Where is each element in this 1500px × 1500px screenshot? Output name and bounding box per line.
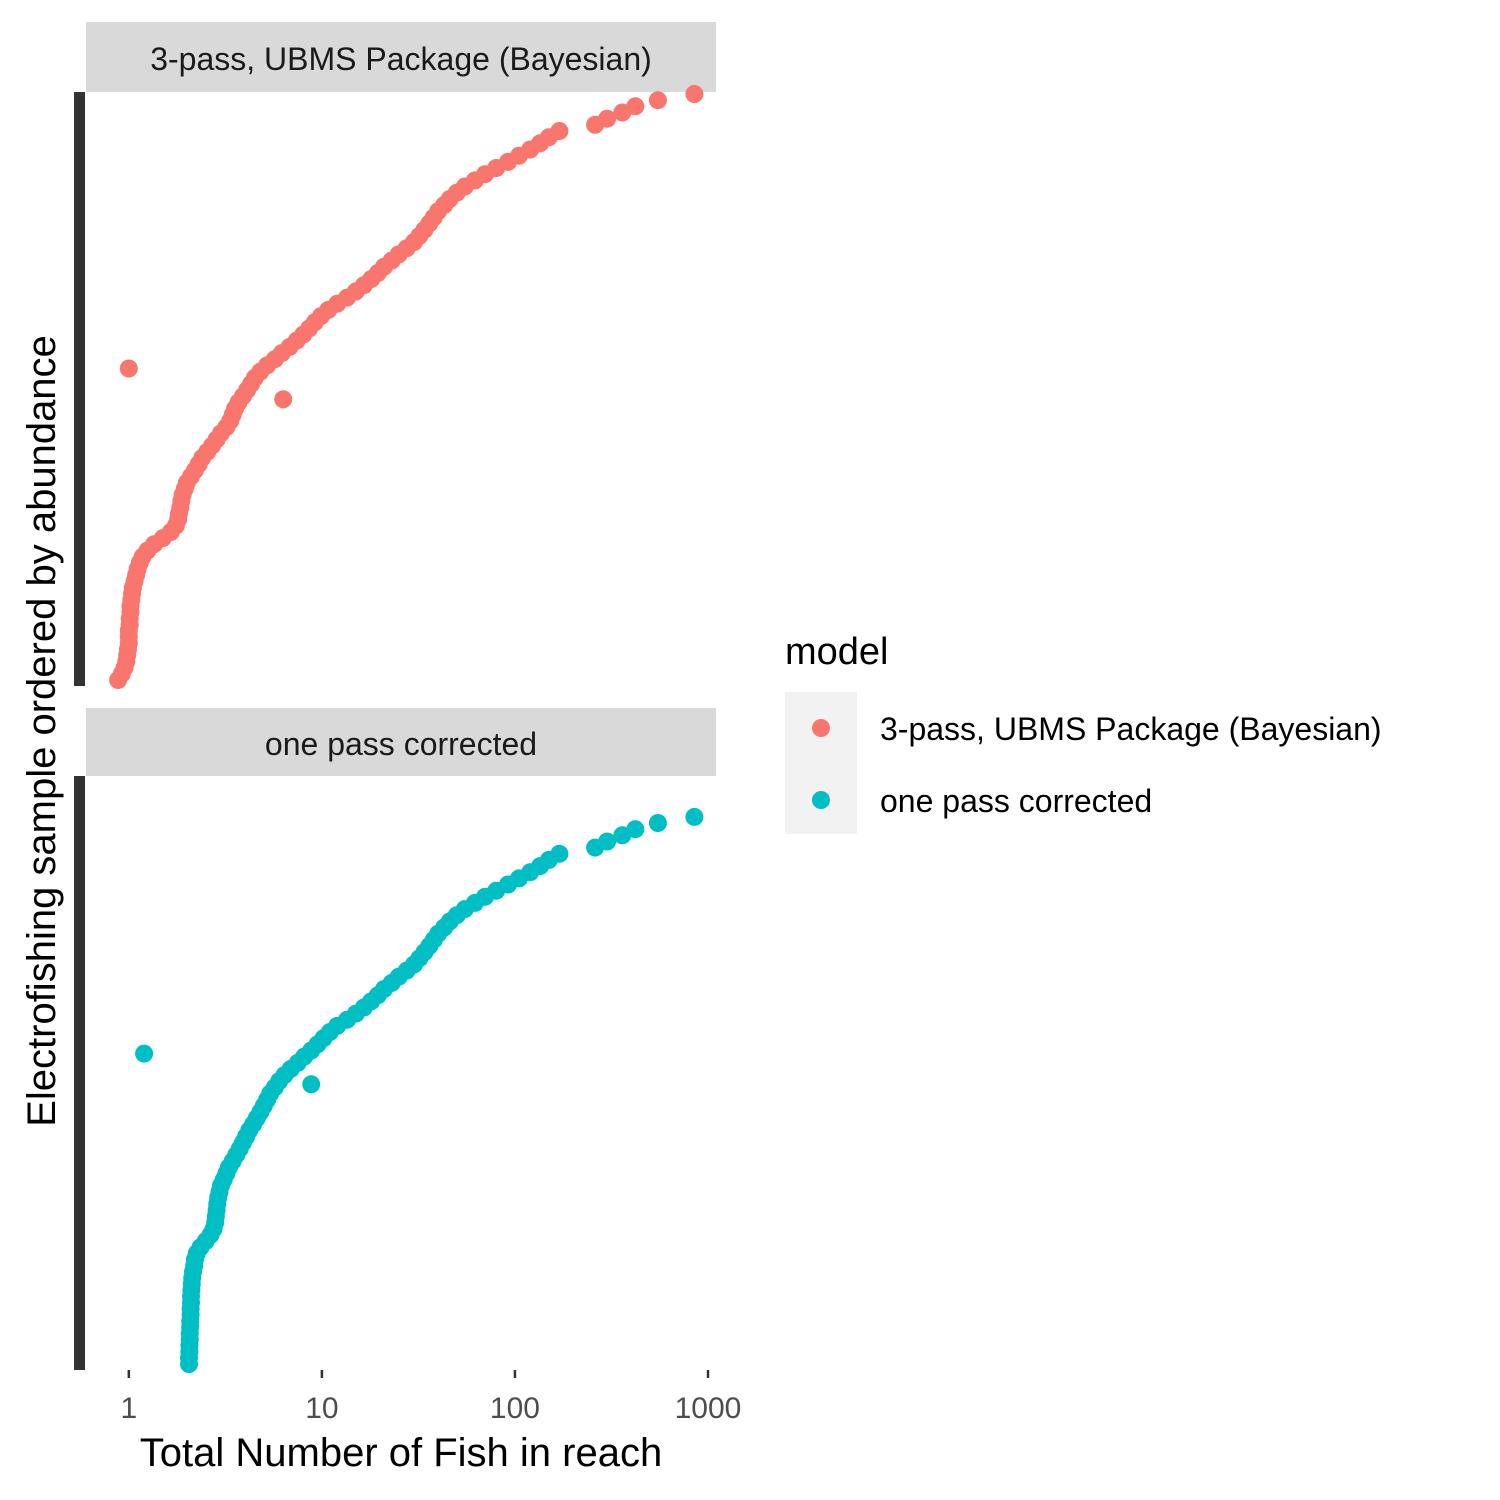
facet-strip-2: one pass corrected bbox=[86, 708, 716, 776]
x-tick-label-100: 100 bbox=[490, 1392, 540, 1425]
data-point-facet-2-88 bbox=[648, 814, 667, 832]
facet-strip-2-label: one pass corrected bbox=[265, 726, 537, 762]
x-tick-label-1: 1 bbox=[120, 1392, 137, 1425]
facet-strip-1-label: 3-pass, UBMS Package (Bayesian) bbox=[150, 41, 652, 77]
facet-panel-1 bbox=[109, 85, 704, 689]
legend-title: model bbox=[785, 631, 889, 673]
data-point-facet-1-91 bbox=[598, 109, 617, 128]
y-axis-title: Electrofishing sample ordered by abundan… bbox=[20, 335, 64, 1127]
y-axis-line-panel-2 bbox=[74, 776, 85, 1370]
legend-key-one-pass bbox=[812, 791, 830, 809]
x-tick-label-10: 10 bbox=[305, 1392, 338, 1425]
data-point-facet-1-96 bbox=[119, 359, 138, 378]
y-axis-line-panel-1 bbox=[74, 92, 85, 686]
legend-label-3-pass: 3-pass, UBMS Package (Bayesian) bbox=[880, 711, 1382, 747]
facet-strip-1-background bbox=[86, 22, 716, 92]
data-point-facet-1-89 bbox=[550, 122, 569, 140]
data-point-facet-2-87 bbox=[626, 820, 645, 839]
data-point-facet-1-95 bbox=[685, 85, 704, 103]
facet-strip-2-background bbox=[86, 708, 716, 776]
x-axis: 1 10 100 1000 bbox=[120, 1370, 741, 1425]
data-point-facet-2-83 bbox=[550, 844, 569, 863]
legend-label-one-pass: one pass corrected bbox=[880, 783, 1152, 819]
legend-key-3-pass bbox=[812, 719, 830, 737]
data-point-facet-1-97 bbox=[274, 390, 293, 409]
facet-panel-2 bbox=[135, 807, 704, 1373]
legend: model 3-pass, UBMS Package (Bayesian) on… bbox=[785, 631, 1382, 834]
data-point-facet-2-89 bbox=[685, 807, 704, 826]
x-axis-title: Total Number of Fish in reach bbox=[140, 1431, 662, 1475]
legend-key-background bbox=[785, 692, 857, 834]
data-point-facet-1-94 bbox=[648, 91, 667, 110]
facet-strip-1: 3-pass, UBMS Package (Bayesian) bbox=[86, 22, 716, 92]
data-point-facet-2-90 bbox=[135, 1044, 154, 1063]
data-point-facet-2-91 bbox=[302, 1075, 321, 1094]
x-tick-label-1000: 1000 bbox=[675, 1392, 742, 1425]
data-point-facet-2-85 bbox=[598, 832, 617, 851]
data-point-facet-1-93 bbox=[626, 97, 645, 116]
